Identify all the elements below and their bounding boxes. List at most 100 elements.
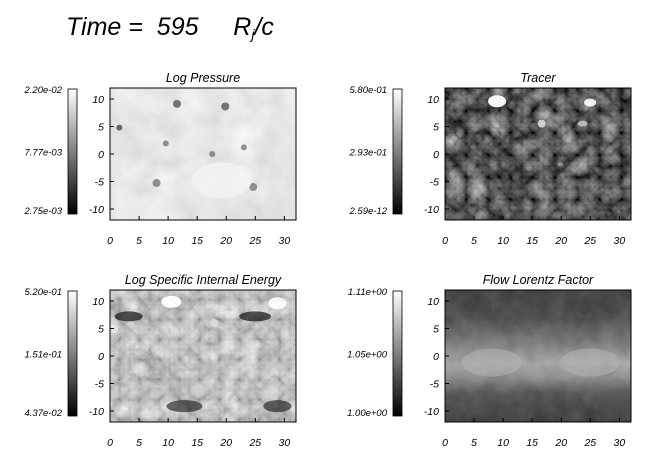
field-feature bbox=[249, 183, 258, 191]
colorbar bbox=[67, 88, 78, 215]
colorbar-mid-label: 1.51e-01 bbox=[24, 350, 62, 361]
x-tick-label: 10 bbox=[497, 437, 509, 449]
y-tick-label: 0 bbox=[433, 351, 439, 363]
x-tick-label: 20 bbox=[219, 235, 232, 247]
panel-1: Log Pressure 0 5 10 15 20 25 30 10 5 0 -5 -10 2.20e-0… bbox=[23, 71, 297, 247]
x-tick-label: 15 bbox=[191, 437, 203, 449]
x-tick-label: 0 bbox=[107, 235, 113, 247]
unit-tail: /c bbox=[254, 13, 274, 41]
panel-2: Tracer 0 5 10 15 20 25 30 10 5 0 -5 -10 5.80e-01 2.93e… bbox=[348, 71, 632, 247]
x-tick-label: 0 bbox=[442, 235, 448, 247]
x-tick-label: 30 bbox=[614, 235, 626, 247]
field-feature bbox=[116, 124, 123, 131]
field-feature bbox=[263, 400, 292, 413]
y-tick-label: -10 bbox=[89, 406, 104, 418]
field-feature bbox=[451, 136, 458, 141]
unit-main: R bbox=[233, 13, 252, 41]
x-tick-label: 5 bbox=[136, 437, 142, 449]
y-tick-label: -5 bbox=[430, 177, 439, 189]
x-tick-label: 5 bbox=[136, 235, 142, 247]
colorbar-mid-label: 2.93e-01 bbox=[348, 148, 387, 159]
x-tick-label: 30 bbox=[614, 437, 626, 449]
y-tick-label: 5 bbox=[433, 324, 439, 336]
field-feature bbox=[161, 295, 182, 308]
field-feature bbox=[239, 311, 272, 322]
colorbar-min-label: 2.59e-12 bbox=[348, 206, 387, 217]
y-tick-label: -5 bbox=[430, 379, 439, 391]
x-tick-label: 5 bbox=[471, 235, 477, 247]
field-feature bbox=[461, 348, 522, 377]
y-tick-label: 10 bbox=[92, 296, 104, 308]
x-tick-label: 0 bbox=[107, 437, 113, 449]
y-tick-label: 0 bbox=[433, 149, 439, 161]
x-tick-label: 25 bbox=[248, 235, 261, 247]
field-feature bbox=[114, 311, 143, 322]
x-tick-label: 5 bbox=[471, 437, 477, 449]
field-feature bbox=[209, 151, 216, 157]
panel-4: Flow Lorentz Factor 0 5 10 15 20 25 30 10 5 0 -5 -10… bbox=[347, 273, 632, 449]
panel-title: Tracer bbox=[520, 71, 556, 85]
y-tick-label: -10 bbox=[424, 204, 439, 216]
x-tick-label: 30 bbox=[279, 235, 291, 247]
x-tick-label: 10 bbox=[497, 235, 509, 247]
colorbar-max-label: 1.11e+00 bbox=[348, 287, 388, 298]
field-feature bbox=[172, 99, 181, 108]
y-tick-label: 0 bbox=[98, 351, 104, 363]
colorbar bbox=[67, 290, 78, 417]
field-feature bbox=[584, 98, 597, 107]
time-title: Time = 595 Rj/c bbox=[66, 13, 274, 42]
colorbar-max-label: 2.20e-02 bbox=[23, 85, 62, 96]
field-feature bbox=[268, 297, 287, 310]
field-feature bbox=[537, 119, 546, 128]
x-tick-label: 25 bbox=[583, 235, 596, 247]
x-tick-label: 15 bbox=[191, 235, 203, 247]
field-feature bbox=[560, 348, 621, 377]
field-feature bbox=[488, 95, 507, 108]
x-tick-label: 20 bbox=[554, 437, 567, 449]
colorbar-min-label: 1.00e+00 bbox=[347, 408, 388, 419]
colorbar bbox=[392, 290, 403, 417]
field-feature bbox=[578, 295, 591, 316]
colorbar-mid-label: 1.05e+00 bbox=[347, 350, 388, 361]
field-texture bbox=[445, 88, 631, 220]
y-tick-label: -5 bbox=[95, 177, 104, 189]
field-feature bbox=[152, 179, 161, 188]
x-tick-label: 15 bbox=[526, 235, 538, 247]
y-tick-label: 5 bbox=[433, 122, 439, 134]
colorbar-max-label: 5.20e-01 bbox=[24, 287, 62, 298]
field-feature bbox=[191, 162, 252, 199]
x-tick-label: 20 bbox=[219, 437, 232, 449]
colorbar-min-label: 2.75e-03 bbox=[23, 206, 62, 217]
panel-title: Log Specific Internal Energy bbox=[125, 273, 282, 287]
colorbar-max-label: 5.80e-01 bbox=[349, 85, 387, 96]
field-feature bbox=[221, 102, 230, 111]
field-feature bbox=[479, 295, 492, 316]
field-feature bbox=[210, 319, 219, 327]
y-tick-label: -10 bbox=[89, 204, 104, 216]
heatmap-field bbox=[445, 290, 631, 422]
x-tick-label: 15 bbox=[526, 437, 538, 449]
x-tick-label: 10 bbox=[162, 437, 174, 449]
y-tick-label: 5 bbox=[98, 324, 104, 336]
field-texture bbox=[110, 290, 296, 422]
field-feature bbox=[166, 400, 203, 413]
x-tick-label: 0 bbox=[442, 437, 448, 449]
y-tick-label: 0 bbox=[98, 149, 104, 161]
y-tick-label: 10 bbox=[427, 296, 439, 308]
panel-title: Flow Lorentz Factor bbox=[483, 273, 594, 287]
colorbar-mid-label: 7.77e-03 bbox=[24, 148, 62, 159]
time-value: 595 bbox=[156, 13, 199, 41]
field-texture bbox=[110, 88, 296, 220]
y-tick-label: 10 bbox=[92, 94, 104, 106]
heatmap-field bbox=[110, 290, 296, 422]
x-tick-label: 30 bbox=[279, 437, 291, 449]
x-tick-label: 25 bbox=[248, 437, 261, 449]
x-tick-label: 10 bbox=[162, 235, 174, 247]
panel-title: Log Pressure bbox=[166, 71, 240, 85]
field-feature bbox=[240, 144, 247, 151]
heatmap-field bbox=[110, 88, 296, 220]
y-tick-label: 10 bbox=[427, 94, 439, 106]
field-feature bbox=[162, 140, 169, 147]
field-feature bbox=[557, 162, 564, 167]
